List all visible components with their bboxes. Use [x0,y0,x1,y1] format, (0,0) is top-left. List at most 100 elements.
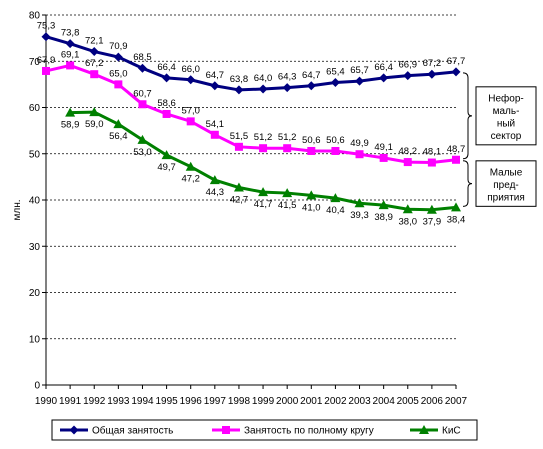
x-tick-label: 1992 [83,396,106,407]
data-point [114,80,123,89]
legend-label: Общая занятость [92,425,173,437]
data-point [41,32,51,42]
legend-marker [222,426,230,434]
data-point [89,47,99,57]
data-point [282,188,293,198]
legend-label: КиС [442,426,461,437]
data-point [113,119,124,129]
data-label: 44,3 [206,187,225,198]
data-point [66,61,75,70]
data-label: 48,1 [423,147,442,158]
data-point [210,81,220,91]
data-point [451,67,461,77]
data-label: 37,9 [423,217,442,228]
annotation-text: пред- [493,180,518,191]
data-point [258,84,268,94]
data-point [426,204,437,214]
x-tick-label: 2007 [445,396,468,407]
data-label: 50,6 [302,135,321,146]
data-point [137,134,148,144]
data-point [282,83,292,93]
x-tick-label: 1997 [204,396,227,407]
data-label: 58,9 [61,120,80,131]
legend: Общая занятость Занятость по полному круг… [51,419,478,441]
data-point [403,158,412,167]
data-point [354,198,365,208]
data-point [403,71,413,81]
data-label: 38,0 [399,216,418,227]
data-point [186,75,196,85]
legend-marker [419,425,429,434]
grid-lines [46,14,456,340]
data-label: 51,2 [254,132,273,143]
data-point [234,85,244,95]
data-point [306,81,316,91]
data-label: 41,0 [302,202,321,213]
data-label: 67,9 [37,55,56,66]
data-label: 60,7 [133,88,152,99]
legend-label: Занятость по полному кругу [244,426,374,437]
x-tick-label: 1991 [59,396,82,407]
data-label: 64,0 [254,73,273,84]
data-label: 58,6 [157,98,176,109]
data-label: 59,0 [85,119,104,130]
data-label: 50,6 [326,135,345,146]
x-tick-label: 1998 [228,396,251,407]
data-point [307,146,316,155]
data-label: 67,7 [447,56,466,67]
y-tick-label: 70 [29,57,41,68]
legend-box [51,419,478,441]
annotation-text: ный [497,118,515,129]
y-tick-label: 60 [29,103,41,114]
data-point [355,150,364,159]
data-label: 65,7 [350,65,369,76]
y-tick-label: 80 [29,11,41,22]
data-label: 38,9 [374,212,393,223]
x-tick-label: 2003 [348,396,371,407]
data-point [234,142,243,151]
y-axis: 0 10 20 30 40 50 60 70 80 [29,11,46,392]
x-tick-label: 2000 [276,396,299,407]
data-point [379,153,388,162]
data-label: 66,4 [157,62,176,73]
data-point [161,150,172,160]
data-label: 39,3 [350,210,369,221]
data-label: 65,0 [109,68,128,79]
data-point [378,200,389,210]
data-label: 41,7 [254,199,273,210]
data-label: 48,7 [447,144,466,155]
data-label: 67,2 [85,58,104,69]
data-point [162,109,171,118]
y-tick-label: 50 [29,149,41,160]
annotation-text: Малые [490,167,523,178]
data-label: 54,1 [206,119,225,130]
data-label: 47,2 [181,174,200,185]
x-tick-label: 2006 [421,396,444,407]
data-label: 68,5 [133,52,152,63]
data-label: 66,4 [374,62,393,73]
data-point [259,144,268,153]
data-point [186,117,195,126]
data-label: 49,9 [350,138,369,149]
data-point [451,202,461,212]
data-label: 66,0 [181,64,200,75]
data-label: 57,0 [181,105,200,116]
series-lines [41,32,461,214]
data-label: 67,2 [423,58,442,69]
data-point [65,107,76,117]
data-label: 48,2 [399,146,418,157]
data-label: 70,9 [109,41,128,52]
data-label: 63,8 [230,74,249,85]
data-point [113,52,123,62]
data-label: 42,7 [230,195,249,206]
x-tick-label: 2001 [300,396,323,407]
x-tick-label: 1999 [252,396,275,407]
series-line [45,35,457,92]
data-label: 40,4 [326,205,345,216]
data-label: 75,3 [37,21,56,32]
data-label: 51,5 [230,131,249,142]
x-tick-label: 1995 [155,396,178,407]
y-tick-label: 40 [29,196,41,207]
data-point [89,107,100,117]
x-tick-label: 1990 [35,396,58,407]
